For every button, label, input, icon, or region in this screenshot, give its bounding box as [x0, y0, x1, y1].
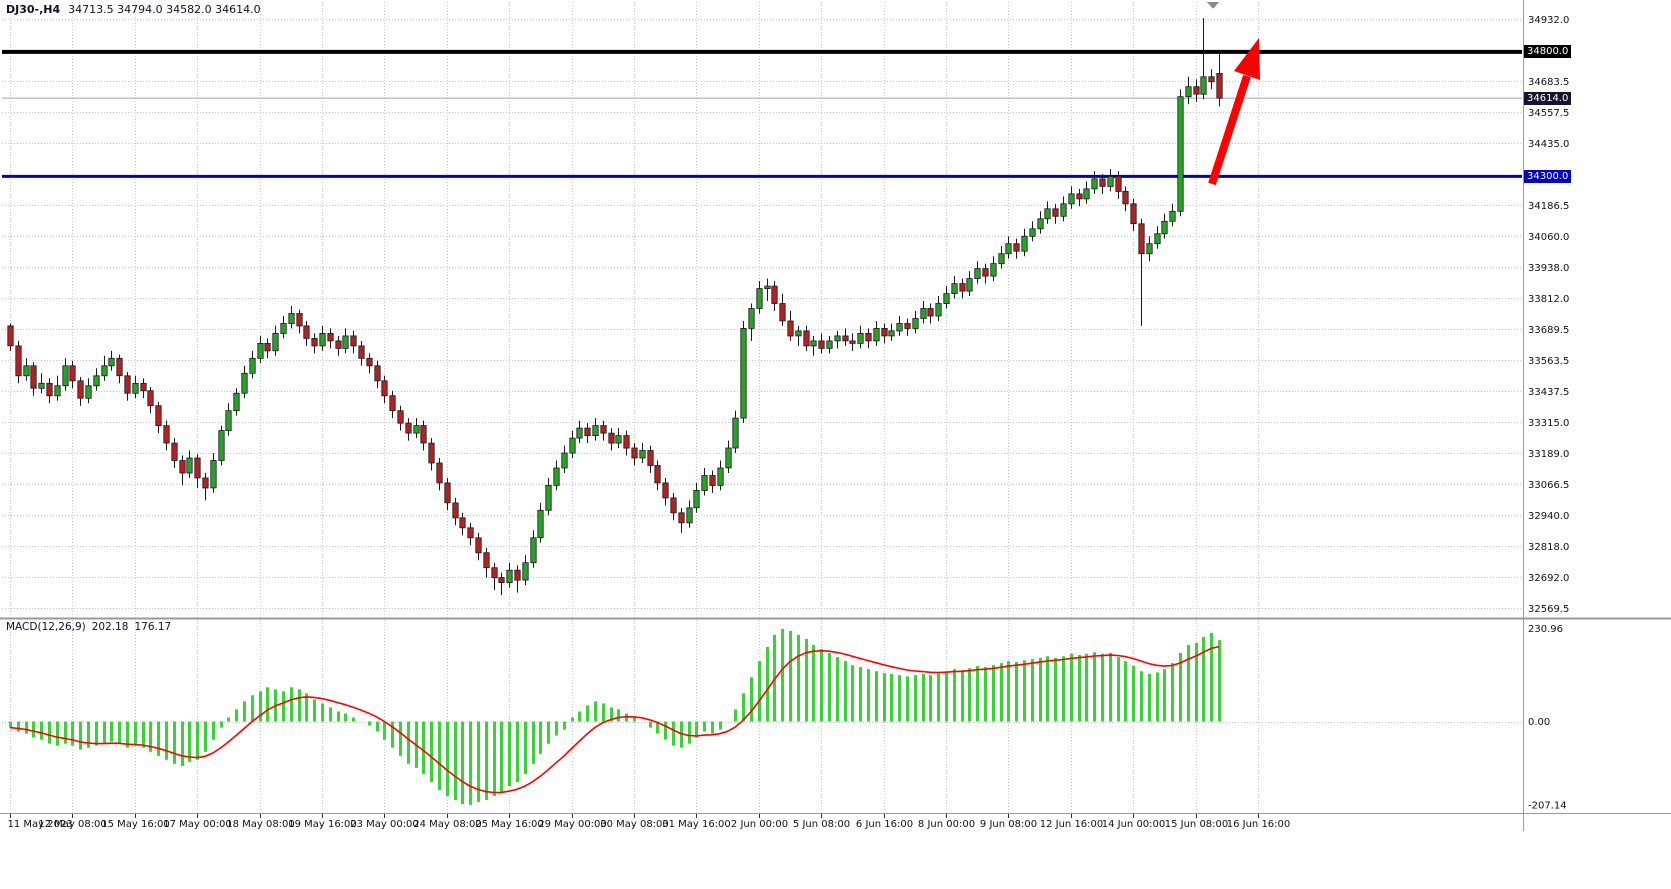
- support-price-badge: 34300.0: [1524, 170, 1571, 183]
- price-axis-label: 33066.5: [1528, 480, 1569, 491]
- price-axis-label: 33315.0: [1528, 418, 1569, 429]
- time-axis-label: 18 May 08:00: [226, 819, 295, 830]
- time-axis-label: 9 Jun 08:00: [980, 819, 1037, 830]
- trend-arrow[interactable]: [1208, 38, 1260, 186]
- time-axis-label: 12 May 08:00: [38, 819, 107, 830]
- price-axis-label: 34932.0: [1528, 15, 1569, 26]
- time-axis-label: 17 May 00:00: [163, 819, 232, 830]
- price-axis-label: 34683.5: [1528, 77, 1569, 88]
- macd-main-value: 202.18: [91, 621, 129, 633]
- macd-pane: [9, 628, 1221, 805]
- time-axis-label: 23 May 00:00: [350, 819, 419, 830]
- price-axis-label: 34435.0: [1528, 139, 1569, 150]
- macd-axis-label: 0.00: [1528, 717, 1550, 728]
- chart-shift-marker[interactable]: [1207, 2, 1219, 9]
- price-axis-label: 32569.5: [1528, 604, 1569, 615]
- price-axis-label: 34060.0: [1528, 232, 1569, 243]
- time-axis-label: 30 May 08:00: [600, 819, 669, 830]
- time-axis-label: 11 May 2023: [8, 819, 73, 830]
- price-axis-label: 33812.0: [1528, 294, 1569, 305]
- price-axis-label: 33563.5: [1528, 356, 1569, 367]
- price-axis-label: 33938.0: [1528, 263, 1569, 274]
- time-axis-label: 8 Jun 00:00: [918, 819, 975, 830]
- macd-signal-value: 176.17: [134, 621, 172, 633]
- price-axis-label: 32940.0: [1528, 511, 1569, 522]
- macd-indicator-label: MACD(12,26,9): [6, 621, 86, 633]
- ohlc-readout: 34713.5 34794.0 34582.0 34614.0: [68, 3, 261, 16]
- time-axis-label: 15 May 16:00: [101, 819, 170, 830]
- price-axis-label: 33437.5: [1528, 387, 1569, 398]
- macd-axis-label: 230.96: [1528, 624, 1563, 635]
- candlesticks: [7, 18, 1223, 596]
- pane-separators: [0, 0, 1671, 831]
- time-axis-label: 5 Jun 08:00: [793, 819, 850, 830]
- price-axis-label: 34186.5: [1528, 201, 1569, 212]
- time-axis-label: 14 Jun 00:00: [1102, 819, 1166, 830]
- time-axis-label: 31 May 16:00: [662, 819, 731, 830]
- time-axis-label: 12 Jun 16:00: [1040, 819, 1104, 830]
- arrow-shaft[interactable]: [1208, 74, 1251, 186]
- gridlines: [2, 2, 1522, 813]
- time-axis-label: 25 May 16:00: [475, 819, 544, 830]
- macd-axis-label: -207.14: [1528, 800, 1567, 811]
- time-axis-label: 19 May 16:00: [288, 819, 357, 830]
- price-axis-label: 33689.5: [1528, 325, 1569, 336]
- symbol-timeframe-label: DJ30-,H4: [6, 3, 61, 16]
- macd-header: MACD(12,26,9) 202.18 176.17: [6, 621, 177, 633]
- time-axis-label: 24 May 08:00: [413, 819, 482, 830]
- horizontal-lines[interactable]: [2, 49, 1522, 178]
- arrow-head[interactable]: [1234, 38, 1260, 80]
- resistance-price-badge: 34800.0: [1524, 45, 1571, 58]
- axis-labels[interactable]: 34932.0 34683.5 34557.5 34435.0 34186.5 34060…: [8, 15, 1570, 830]
- chart-title: DJ30-,H4 34713.5 34794.0 34582.0 34614.0: [6, 3, 261, 16]
- time-axis-label: 2 Jun 00:00: [731, 819, 788, 830]
- time-axis-label: 16 Jun 16:00: [1227, 819, 1291, 830]
- time-axis-label: 15 Jun 08:00: [1165, 819, 1229, 830]
- price-axis-label: 32818.0: [1528, 542, 1569, 553]
- macd-signal-line: [9, 645, 1220, 794]
- time-axis-label: 29 May 00:00: [538, 819, 607, 830]
- current-price-badge: 34614.0: [1524, 92, 1571, 105]
- price-axis-label: 33189.0: [1528, 449, 1569, 460]
- price-axis-label: 34557.5: [1528, 108, 1569, 119]
- price-axis-label: 32692.0: [1528, 573, 1569, 584]
- time-axis-label: 6 Jun 16:00: [856, 819, 913, 830]
